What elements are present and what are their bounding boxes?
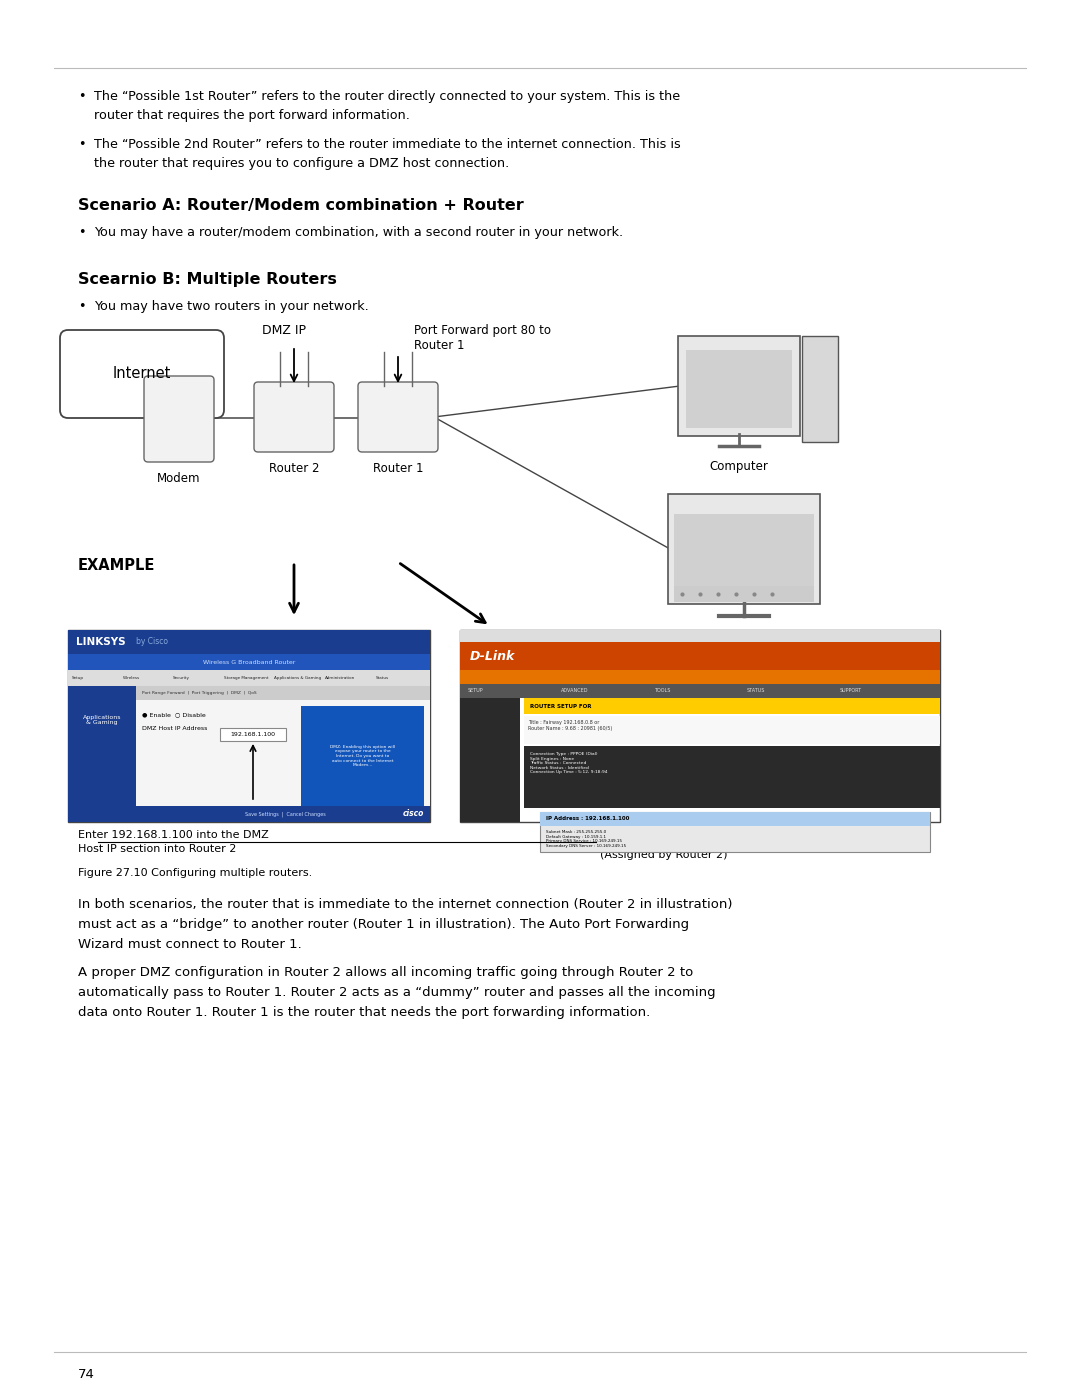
Text: Wireless G Broadband Router: Wireless G Broadband Router [203, 659, 295, 665]
Text: must act as a “bridge” to another router (Router 1 in illustration). The Auto Po: must act as a “bridge” to another router… [78, 918, 689, 930]
Text: Router 2: Router 2 [269, 462, 320, 475]
Bar [68, 654, 430, 671]
Text: Title : Fairway 192.168.0.8 or
Router Name : 9.68 : 20981 (60/5): Title : Fairway 192.168.0.8 or Router Na… [528, 719, 612, 731]
Bar [136, 700, 430, 821]
Text: The “Possible 2nd Router” refers to the router immediate to the internet connect: The “Possible 2nd Router” refers to the … [94, 138, 680, 151]
Text: 74: 74 [78, 1368, 95, 1382]
FancyBboxPatch shape [357, 381, 438, 453]
Text: TOOLS: TOOLS [653, 689, 670, 693]
Bar [68, 671, 430, 686]
Text: •: • [78, 300, 85, 313]
Text: •: • [78, 138, 85, 151]
Text: Router 1: Router 1 [373, 462, 423, 475]
Text: the router that requires you to configure a DMZ host connection.: the router that requires you to configur… [94, 156, 510, 170]
Text: Subnet Mask : 255.255.255.0
Default Gateway : 10.159.1.1
Primary DNS Service : 1: Subnet Mask : 255.255.255.0 Default Gate… [546, 830, 626, 848]
Text: DMZ IP: DMZ IP [262, 324, 306, 337]
Bar [540, 812, 930, 826]
Text: DMZ Host IP Address: DMZ Host IP Address [141, 726, 207, 731]
Bar [460, 630, 940, 643]
Text: Port Forward port 80 to
Router 1: Port Forward port 80 to Router 1 [414, 324, 551, 352]
Text: Internet: Internet [112, 366, 172, 381]
Text: Applications & Gaming: Applications & Gaming [274, 676, 322, 680]
Text: Figure 27.10 Configuring multiple routers.: Figure 27.10 Configuring multiple router… [78, 868, 312, 877]
Text: Scenario A: Router/Modem combination + Router: Scenario A: Router/Modem combination + R… [78, 198, 524, 212]
Bar [68, 630, 430, 654]
Bar [524, 698, 940, 714]
Text: D-Link: D-Link [470, 650, 515, 662]
Bar [460, 630, 940, 821]
Text: LINKSYS: LINKSYS [76, 637, 125, 647]
Text: SUPPORT: SUPPORT [839, 689, 862, 693]
Text: data onto Router 1. Router 1 is the router that needs the port forwarding inform: data onto Router 1. Router 1 is the rout… [78, 1006, 650, 1018]
Text: Wizard must connect to Router 1.: Wizard must connect to Router 1. [78, 937, 301, 951]
Text: Host IP section into Router 2: Host IP section into Router 2 [78, 844, 237, 854]
Text: cisco: cisco [403, 809, 424, 819]
Bar [524, 746, 940, 807]
Text: Modem: Modem [158, 472, 201, 485]
Text: You may have two routers in your network.: You may have two routers in your network… [94, 300, 368, 313]
Text: by Cisco: by Cisco [136, 637, 168, 647]
Text: Save Settings  |  Cancel Changes: Save Settings | Cancel Changes [245, 812, 325, 817]
Bar [674, 585, 814, 602]
Text: DMZ: Enabling this option will
expose your router to the
Internet. Do you want t: DMZ: Enabling this option will expose yo… [329, 745, 395, 767]
Bar [460, 671, 940, 685]
Bar [300, 705, 424, 806]
FancyBboxPatch shape [669, 495, 820, 604]
Text: You may have a router/modem combination, with a second router in your network.: You may have a router/modem combination,… [94, 226, 623, 239]
Bar [68, 806, 430, 821]
Text: SETUP: SETUP [468, 689, 484, 693]
Bar [220, 728, 286, 740]
Text: •: • [78, 89, 85, 103]
Text: Wireless: Wireless [122, 676, 139, 680]
Bar [136, 686, 430, 700]
Text: Storage Management: Storage Management [224, 676, 268, 680]
Text: 192.168.1.100: 192.168.1.100 [230, 732, 275, 738]
FancyBboxPatch shape [678, 337, 800, 436]
Bar [460, 643, 940, 671]
Text: Enter 192.168.1.100 into the DMZ: Enter 192.168.1.100 into the DMZ [78, 830, 269, 840]
Bar [68, 630, 430, 821]
Text: ADVANCED: ADVANCED [561, 689, 589, 693]
Text: •: • [78, 226, 85, 239]
Bar [524, 717, 940, 745]
Text: A proper DMZ configuration in Router 2 allows all incoming traffic going through: A proper DMZ configuration in Router 2 a… [78, 965, 693, 979]
Text: router that requires the port forward information.: router that requires the port forward in… [94, 109, 410, 122]
Text: Status: Status [376, 676, 389, 680]
Bar [540, 812, 930, 852]
Text: Applications
& Gaming: Applications & Gaming [83, 715, 121, 725]
Text: ● Enable  ○ Disable: ● Enable ○ Disable [141, 712, 206, 717]
Text: In both scenarios, the router that is immediate to the internet connection (Rout: In both scenarios, the router that is im… [78, 898, 732, 911]
Text: IP Address : 192.168.1.100: IP Address : 192.168.1.100 [546, 816, 630, 821]
FancyBboxPatch shape [60, 330, 224, 418]
Text: Setup: Setup [72, 676, 84, 680]
Bar [68, 686, 136, 821]
Text: Security: Security [173, 676, 190, 680]
Text: STATUS: STATUS [746, 689, 765, 693]
Bar [460, 698, 519, 821]
Bar [674, 514, 814, 598]
Text: Connection Type : PPPOE (Dial)
Split Engines : None
Traffic Status : Connected
N: Connection Type : PPPOE (Dial) Split Eng… [530, 752, 607, 774]
Text: DVR System: DVR System [707, 630, 781, 643]
Text: Port Range Forward  |  Port Triggering  |  DMZ  |  QoS: Port Range Forward | Port Triggering | D… [141, 692, 257, 694]
Text: IP Address: 192.168.1.100: IP Address: 192.168.1.100 [600, 835, 747, 847]
FancyBboxPatch shape [802, 337, 838, 441]
Text: ROUTER SETUP FOR: ROUTER SETUP FOR [530, 704, 592, 708]
Text: The “Possible 1st Router” refers to the router directly connected to your system: The “Possible 1st Router” refers to the … [94, 89, 680, 103]
FancyBboxPatch shape [254, 381, 334, 453]
Text: automatically pass to Router 1. Router 2 acts as a “dummy” router and passes all: automatically pass to Router 1. Router 2… [78, 986, 716, 999]
Text: Scearnio B: Multiple Routers: Scearnio B: Multiple Routers [78, 272, 337, 286]
Text: Administration: Administration [325, 676, 355, 680]
FancyBboxPatch shape [144, 376, 214, 462]
Text: Computer: Computer [710, 460, 769, 474]
Bar [686, 351, 792, 427]
Text: (Assigned by Router 2): (Assigned by Router 2) [600, 849, 728, 861]
Text: EXAMPLE: EXAMPLE [78, 557, 156, 573]
Bar [460, 685, 940, 698]
